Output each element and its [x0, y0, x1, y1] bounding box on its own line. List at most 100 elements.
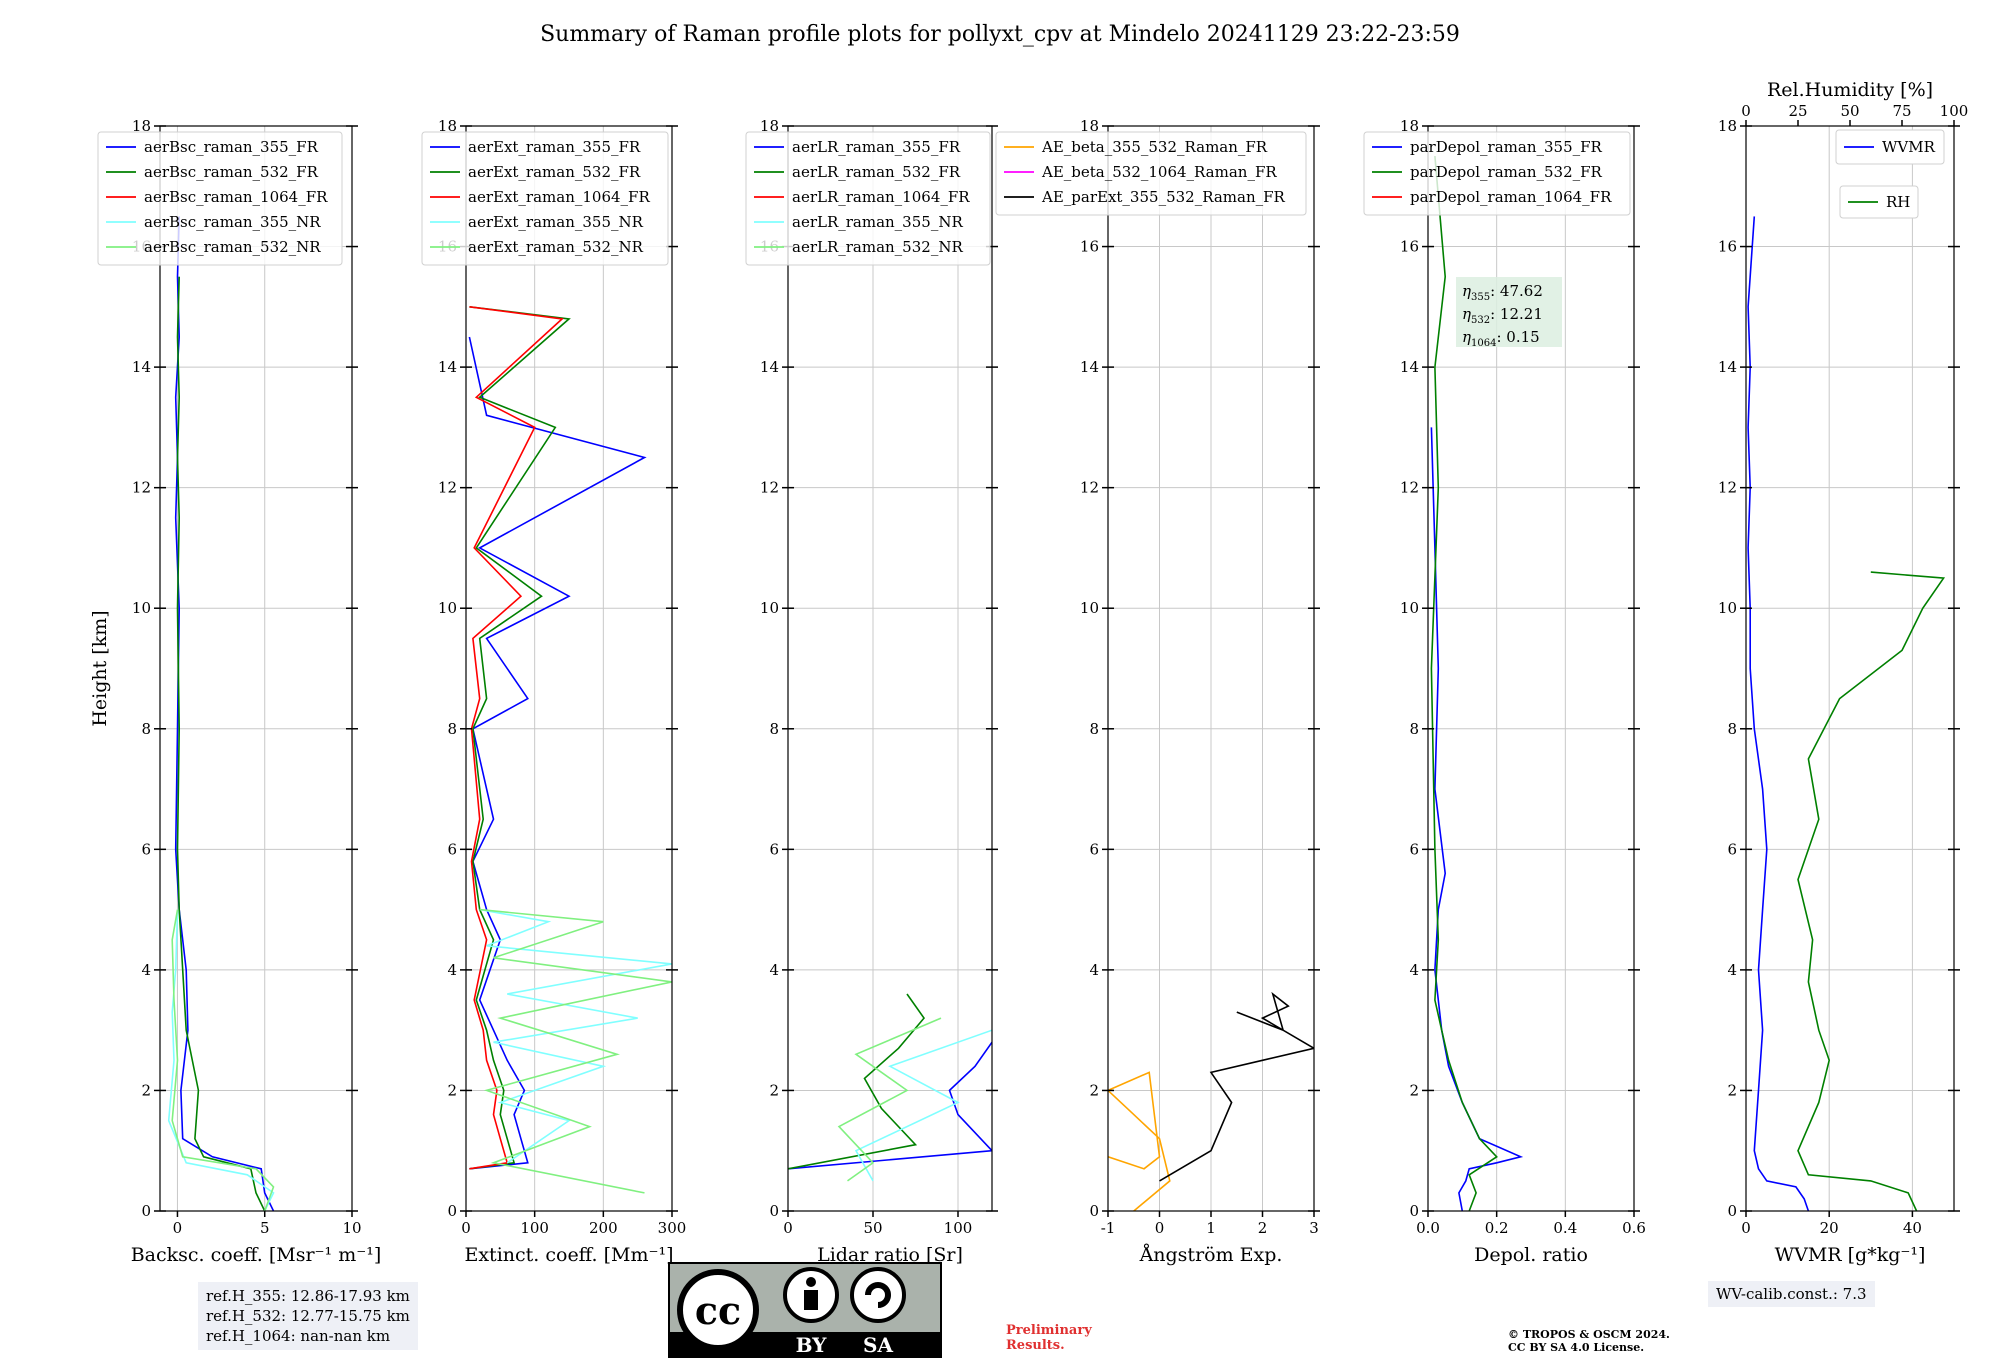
- x-tick-label: 20: [1820, 1219, 1839, 1237]
- sa-label: SA: [863, 1333, 893, 1357]
- y-axis-label: Height [km]: [89, 610, 111, 726]
- y-tick-label: 14: [132, 358, 151, 376]
- axes-frame: [159, 125, 353, 1212]
- legend-box: [421, 131, 669, 266]
- legend-label: AE_beta_355_532_Raman_FR: [1041, 138, 1268, 156]
- y-tick-label: 4: [141, 961, 151, 979]
- panel-2: 0246810121416180100200300Extinct. coeff.…: [421, 117, 687, 1266]
- series-line-aerLR_raman_355_FR: [788, 1041, 992, 1170]
- legend-label: aerBsc_raman_1064_FR: [144, 188, 328, 206]
- series-line-aerBsc_raman_532_FR: [176, 276, 266, 1211]
- cc-circle-icon: [677, 1269, 759, 1351]
- x-tick-label: 0.0: [1416, 1219, 1440, 1237]
- x-axis-label: Depol. ratio: [1474, 1244, 1588, 1266]
- legend-label: aerExt_raman_532_NR: [468, 238, 644, 256]
- legend-box: [745, 131, 991, 266]
- legend-label: aerExt_raman_1064_FR: [468, 188, 650, 206]
- y-tick-label: 8: [1409, 720, 1419, 738]
- y-tick-label: 12: [1080, 479, 1099, 497]
- panel-1: 0246810121416180510Backsc. coeff. [Msr⁻¹…: [89, 117, 381, 1266]
- axes-frame: [1427, 125, 1635, 1212]
- legend-label: aerLR_raman_355_FR: [792, 138, 961, 156]
- y-tick-label: 8: [769, 720, 779, 738]
- x-tick-label: 0.2: [1485, 1219, 1509, 1237]
- y-tick-label: 12: [1400, 479, 1419, 497]
- legend-label: WVMR: [1882, 138, 1936, 156]
- legend-label: parDepol_raman_1064_FR: [1410, 188, 1612, 206]
- y-tick-label: 10: [760, 599, 779, 617]
- y-tick-label: 18: [760, 117, 779, 135]
- x2-tick-label: 0: [1741, 102, 1751, 120]
- x-tick-label: 10: [342, 1219, 361, 1237]
- y-tick-label: 2: [769, 1081, 779, 1099]
- ref-line-532: ref.H_532: 12.77-15.75 km: [206, 1307, 410, 1325]
- y-tick-label: 2: [447, 1081, 457, 1099]
- legend-label: aerBsc_raman_532_NR: [144, 238, 321, 256]
- y-tick-label: 6: [1727, 840, 1737, 858]
- legend-label: aerLR_raman_532_NR: [792, 238, 963, 256]
- series-line-AE_beta_355_532_Raman_FR: [1108, 1071, 1171, 1211]
- y-tick-label: 18: [1718, 117, 1737, 135]
- x-tick-label: 0: [461, 1219, 471, 1237]
- eta-label: η532: 12.21: [1462, 305, 1543, 326]
- legend-box: [1835, 129, 1945, 165]
- y-tick-label: 0: [1727, 1202, 1737, 1220]
- figure-title: Summary of Raman profile plots for polly…: [540, 22, 1460, 47]
- ref-line-1064: ref.H_1064: nan-nan km: [206, 1327, 391, 1345]
- x-tick-label: 0: [783, 1219, 793, 1237]
- x-tick-label: 300: [658, 1219, 687, 1237]
- y-tick-label: 6: [1409, 840, 1419, 858]
- y-tick-label: 16: [1080, 238, 1099, 256]
- y-tick-label: 12: [760, 479, 779, 497]
- y-tick-label: 14: [1400, 358, 1419, 376]
- legend-label: aerBsc_raman_355_FR: [144, 138, 319, 156]
- x-tick-label: 100: [944, 1219, 973, 1237]
- legend-label: aerLR_raman_355_NR: [792, 213, 963, 231]
- legend-label: aerBsc_raman_532_FR: [144, 163, 319, 181]
- x-axis-label: Backsc. coeff. [Msr⁻¹ m⁻¹]: [131, 1244, 382, 1266]
- y-tick-label: 6: [141, 840, 151, 858]
- legend-label: AE_parExt_355_532_Raman_FR: [1041, 188, 1286, 206]
- y-tick-label: 4: [1089, 961, 1099, 979]
- legend-label: aerExt_raman_355_FR: [468, 138, 641, 156]
- series-line-aerLR_raman_532_FR: [788, 993, 926, 1170]
- x-tick-label: 200: [589, 1219, 618, 1237]
- axes-frame: [465, 125, 673, 1212]
- legend-box: [1839, 185, 1919, 219]
- series-line-aerExt_raman_532_NR: [479, 908, 672, 1194]
- y-tick-label: 6: [447, 840, 457, 858]
- y-tick-label: 4: [447, 961, 457, 979]
- x-tick-label: 0: [173, 1219, 183, 1237]
- legend-label: RH: [1886, 193, 1910, 211]
- x-tick-label: 3: [1309, 1219, 1319, 1237]
- y-tick-label: 12: [132, 479, 151, 497]
- x-tick-label: 100: [520, 1219, 549, 1237]
- series-line-aerBsc_raman_355_NR: [167, 909, 275, 1211]
- x2-tick-label: 75: [1892, 102, 1911, 120]
- y-tick-label: 8: [447, 720, 457, 738]
- legend-label: parDepol_raman_532_FR: [1410, 163, 1603, 181]
- x2-tick-label: 100: [1940, 102, 1969, 120]
- x-axis-label: Extinct. coeff. [Mm⁻¹]: [464, 1244, 673, 1266]
- series-line-aerBsc_raman_532_NR: [171, 909, 275, 1211]
- y-tick-label: 12: [438, 479, 457, 497]
- y-tick-label: 4: [769, 961, 779, 979]
- series-line-AE_parExt_355_532_Raman_FR: [1159, 991, 1314, 1182]
- y-tick-label: 2: [141, 1081, 151, 1099]
- preliminary-line-2: Results.: [1006, 1338, 1065, 1353]
- x-tick-label: 0: [1155, 1219, 1165, 1237]
- x2-tick-label: 25: [1788, 102, 1807, 120]
- wv-calib-box: WV-calib.const.: 7.3: [1708, 1281, 1875, 1307]
- copyright-note: © TROPOS & OSCM 2024. CC BY SA 4.0 Licen…: [1508, 1328, 1670, 1354]
- legend-label: aerLR_raman_532_FR: [792, 163, 961, 181]
- legend-box: [995, 131, 1307, 216]
- axes-frame: [787, 125, 993, 1212]
- y-tick-label: 6: [769, 840, 779, 858]
- eta-label: η1064: 0.15: [1462, 328, 1540, 349]
- y-tick-label: 16: [1718, 238, 1737, 256]
- x-tick-label: 2: [1258, 1219, 1268, 1237]
- x-tick-label: 50: [863, 1219, 882, 1237]
- y-tick-label: 8: [1089, 720, 1099, 738]
